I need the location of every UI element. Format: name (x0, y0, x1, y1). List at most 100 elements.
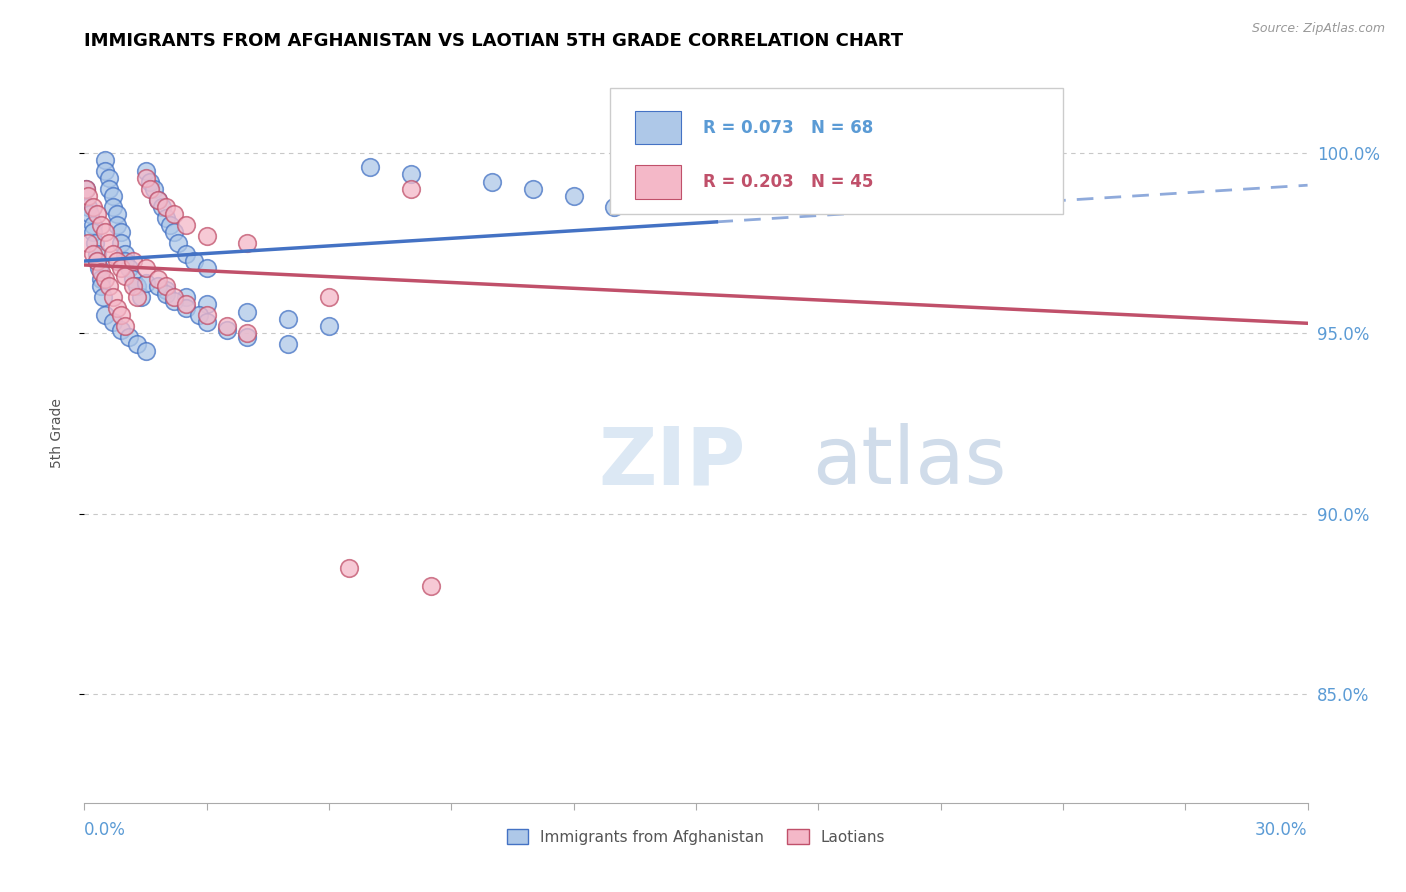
Point (97, 171, 120, 186)
Point (970, 128, 993, 142)
Point (146, 279, 169, 293)
Point (195, 308, 218, 322)
Point (195, 228, 218, 243)
Point (603, 200, 626, 214)
Point (481, 175, 503, 189)
Point (114, 268, 136, 283)
Point (359, 160, 381, 174)
Point (163, 225, 186, 239)
Point (75, 182, 97, 196)
Point (277, 311, 299, 326)
Point (217, 319, 239, 334)
Point (155, 211, 177, 225)
Point (122, 279, 145, 293)
Point (90, 265, 112, 279)
Point (77, 235, 100, 250)
Point (195, 261, 218, 276)
Point (93, 272, 115, 286)
Point (101, 316, 124, 330)
Point (105, 218, 128, 232)
Point (93, 308, 115, 322)
Point (236, 326, 259, 341)
Point (86, 207, 108, 221)
Text: IMMIGRANTS FROM AFGHANISTAN VS LAOTIAN 5TH GRADE CORRELATION CHART: IMMIGRANTS FROM AFGHANISTAN VS LAOTIAN 5… (84, 32, 904, 50)
Point (86, 254, 108, 268)
Point (135, 163, 157, 178)
Point (127, 290, 149, 304)
Point (420, 579, 443, 593)
Point (90, 272, 112, 286)
Point (183, 254, 205, 268)
Point (174, 290, 197, 304)
FancyBboxPatch shape (636, 111, 682, 145)
Point (150, 200, 173, 214)
Point (174, 218, 197, 232)
Point (174, 301, 197, 315)
Point (77, 200, 100, 214)
Point (339, 561, 361, 575)
Point (82, 200, 104, 214)
Point (195, 316, 218, 330)
Text: Source: ZipAtlas.com: Source: ZipAtlas.com (1251, 22, 1385, 36)
Point (75, 182, 97, 196)
Text: 0.0%: 0.0% (84, 821, 127, 838)
Point (318, 290, 340, 304)
Point (83, 235, 105, 250)
Point (522, 182, 544, 196)
Point (91, 290, 114, 304)
Point (277, 337, 299, 351)
Point (195, 297, 218, 311)
Point (236, 235, 259, 250)
Point (135, 261, 157, 276)
Text: atlas: atlas (813, 423, 1007, 501)
Text: R = 0.203   N = 45: R = 0.203 N = 45 (703, 173, 873, 191)
Point (97, 235, 120, 250)
Point (236, 330, 259, 344)
Point (101, 290, 124, 304)
Point (86, 247, 108, 261)
Point (122, 254, 145, 268)
Point (97, 279, 120, 293)
Point (163, 207, 186, 221)
Point (131, 290, 153, 304)
Point (155, 279, 177, 293)
Legend: Immigrants from Afghanistan, Laotians: Immigrants from Afghanistan, Laotians (501, 823, 891, 851)
Point (79, 207, 101, 221)
Point (135, 344, 157, 359)
Point (217, 323, 239, 337)
Point (146, 193, 169, 207)
Point (110, 225, 132, 239)
Point (110, 308, 132, 322)
Point (236, 304, 259, 318)
Point (562, 189, 585, 203)
Point (101, 189, 124, 203)
Point (82, 247, 104, 261)
Point (114, 254, 136, 268)
Point (105, 254, 128, 268)
Point (155, 286, 177, 301)
FancyBboxPatch shape (636, 165, 682, 199)
Point (146, 193, 169, 207)
Point (110, 261, 132, 276)
Point (122, 272, 145, 286)
Point (93, 163, 115, 178)
Point (127, 279, 149, 293)
Point (174, 297, 197, 311)
Point (105, 301, 128, 315)
Point (86, 254, 108, 268)
FancyBboxPatch shape (610, 88, 1063, 214)
Point (135, 276, 157, 290)
Y-axis label: 5th Grade: 5th Grade (49, 398, 63, 467)
Point (163, 293, 186, 308)
Point (118, 261, 141, 276)
Point (187, 308, 209, 322)
Point (174, 247, 197, 261)
Point (138, 182, 160, 196)
Text: ZIP: ZIP (598, 423, 745, 501)
Point (90, 218, 112, 232)
Point (114, 247, 136, 261)
Point (159, 218, 181, 232)
Point (155, 200, 177, 214)
Text: 30.0%: 30.0% (1256, 821, 1308, 838)
Point (318, 319, 340, 334)
